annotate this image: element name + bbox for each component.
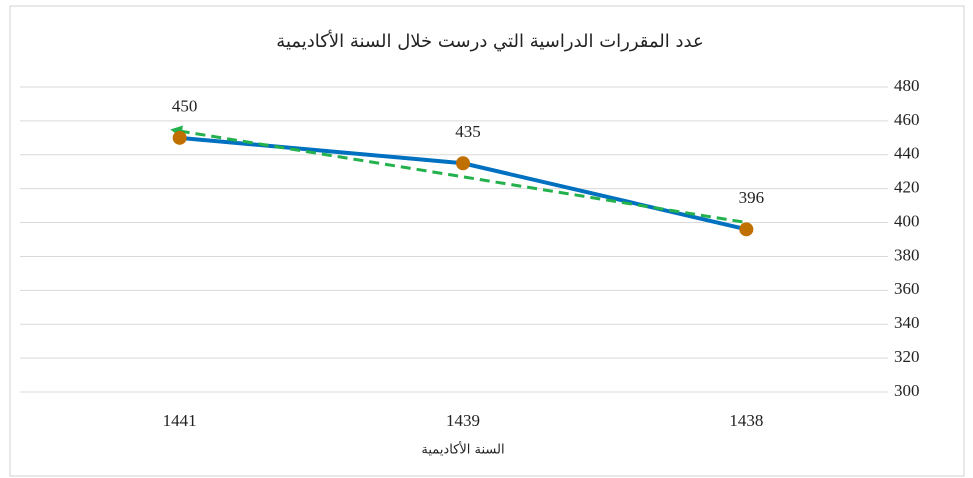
x-tick-label: 1439 bbox=[446, 411, 480, 430]
y-tick-label: 300 bbox=[894, 381, 920, 400]
y-tick-label: 440 bbox=[894, 144, 920, 163]
data-point bbox=[739, 222, 754, 237]
data-label: 396 bbox=[739, 188, 765, 207]
chart-title: عدد المقررات الدراسية التي درست خلال الس… bbox=[276, 30, 703, 52]
y-tick-label: 380 bbox=[894, 245, 920, 264]
x-tick-label: 1438 bbox=[729, 411, 763, 430]
y-tick-label: 460 bbox=[894, 110, 920, 129]
x-tick-label: 1441 bbox=[163, 411, 197, 430]
data-point bbox=[456, 156, 470, 171]
y-tick-label: 340 bbox=[894, 313, 920, 332]
data-label: 450 bbox=[172, 97, 198, 116]
y-tick-label: 400 bbox=[894, 211, 920, 230]
data-point bbox=[172, 130, 187, 145]
y-tick-label: 480 bbox=[894, 76, 920, 95]
y-tick-label: 360 bbox=[894, 279, 920, 298]
y-tick-label: 420 bbox=[894, 178, 920, 197]
x-axis-title: السنة الأكاديمية bbox=[421, 441, 504, 458]
chart-frame bbox=[9, 5, 965, 477]
y-tick-label: 320 bbox=[894, 347, 920, 366]
data-label: 435 bbox=[455, 122, 481, 141]
